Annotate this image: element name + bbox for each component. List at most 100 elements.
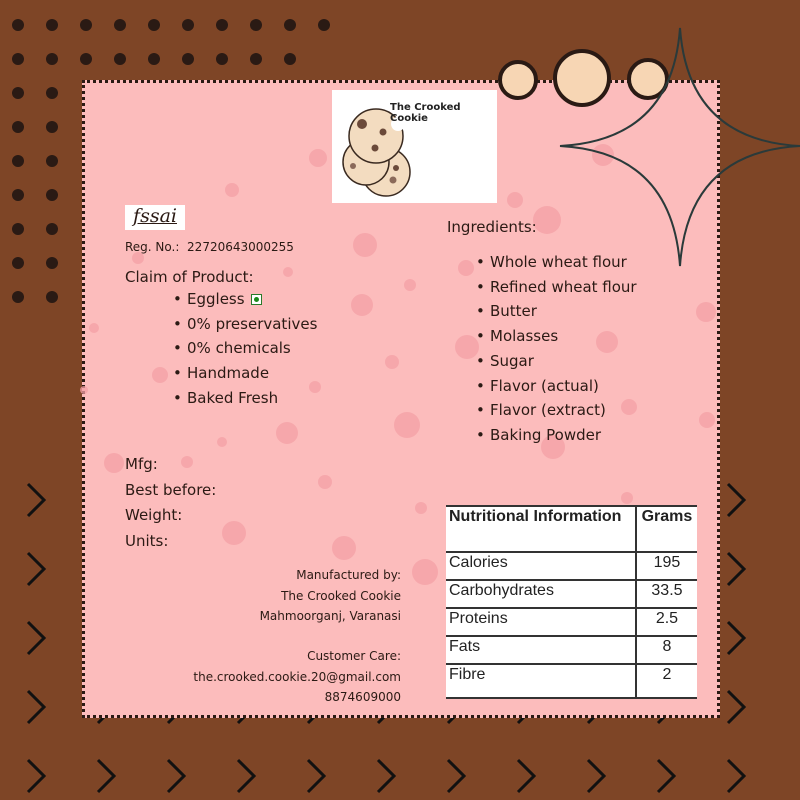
- dot-decoration: [46, 121, 58, 133]
- bubble-decoration: [222, 521, 246, 545]
- dot-decoration: [80, 19, 92, 31]
- table-header: Nutritional Information Grams: [446, 505, 697, 552]
- claim-item: Eggless: [173, 287, 317, 312]
- units-label: Units:: [125, 531, 169, 550]
- dot-decoration: [216, 19, 228, 31]
- dot-decoration: [284, 53, 296, 65]
- manufacturer-address: Mahmoorganj, Varanasi: [259, 609, 401, 623]
- dot-decoration: [12, 121, 24, 133]
- dot-decoration: [182, 19, 194, 31]
- bubble-decoration: [415, 502, 427, 514]
- dot-decoration: [12, 257, 24, 269]
- chevron-decoration: [236, 758, 257, 794]
- claim-item: Baked Fresh: [173, 386, 317, 411]
- chevron-decoration: [166, 758, 187, 794]
- ingredient-item: Sugar: [476, 349, 637, 374]
- brand-name: The Crooked Cookie: [390, 102, 461, 124]
- dot-decoration: [114, 19, 126, 31]
- best-before-label: Best before:: [125, 480, 217, 499]
- chevron-decoration: [726, 482, 747, 518]
- dot-decoration: [12, 53, 24, 65]
- bubble-decoration: [699, 412, 715, 428]
- weight-label: Weight:: [125, 506, 183, 524]
- bubble-decoration: [351, 294, 373, 316]
- dot-decoration: [284, 19, 296, 31]
- bubble-decoration: [458, 260, 474, 276]
- claim-item: 0% preservatives: [173, 312, 317, 337]
- claim-item: Handmade: [173, 361, 317, 386]
- care-email[interactable]: the.crooked.cookie.20@gmail.com: [193, 669, 401, 684]
- bubble-decoration: [225, 183, 239, 197]
- dot-decoration: [80, 53, 92, 65]
- cookie-icon: [342, 108, 411, 197]
- bubble-decoration: [332, 536, 356, 560]
- ingredient-item: Butter: [476, 299, 637, 324]
- ingredient-item: Whole wheat flour: [476, 250, 637, 275]
- care-phone: 8874609000: [324, 690, 401, 704]
- bubble-decoration: [621, 492, 633, 504]
- manufacturer-name: The Crooked Cookie: [281, 588, 401, 603]
- dot-decoration: [12, 155, 24, 167]
- table-row: Proteins 2.5: [446, 607, 697, 636]
- dot-decoration: [46, 155, 58, 167]
- bubble-decoration: [217, 437, 227, 447]
- brand-logo: The Crooked Cookie: [332, 90, 497, 203]
- chevron-decoration: [96, 758, 117, 794]
- dot-decoration: [114, 53, 126, 65]
- chevron-decoration: [726, 620, 747, 656]
- product-meta: Mfg: Best before: Weight: Units:: [125, 452, 216, 554]
- manufacturer-info: Manufactured by: The Crooked Cookie Mahm…: [260, 565, 401, 627]
- dot-decoration: [46, 291, 58, 303]
- ingredients-list: Whole wheat flour Refined wheat flour Bu…: [476, 250, 637, 448]
- bubble-decoration: [89, 323, 99, 333]
- dot-decoration: [250, 19, 262, 31]
- chevron-decoration: [26, 758, 47, 794]
- dot-decoration: [46, 189, 58, 201]
- bubble-decoration: [385, 355, 399, 369]
- chevron-decoration: [376, 758, 397, 794]
- bubble-decoration: [318, 475, 332, 489]
- table-row: Carbohydrates 33.5: [446, 579, 697, 608]
- dot-decoration: [148, 53, 160, 65]
- dot-decoration: [250, 53, 262, 65]
- claims-list: Eggless 0% preservatives 0% chemicals Ha…: [173, 287, 317, 411]
- chevron-decoration: [516, 758, 537, 794]
- chevron-decoration: [446, 758, 467, 794]
- customer-care: Customer Care: the.crooked.cookie.20@gma…: [193, 646, 401, 708]
- chevron-decoration: [726, 689, 747, 725]
- dot-decoration: [46, 257, 58, 269]
- dot-decoration: [46, 87, 58, 99]
- dot-decoration: [148, 19, 160, 31]
- dot-decoration: [12, 87, 24, 99]
- fssai-logo: fssai: [125, 205, 185, 230]
- manufacturer-label: Manufactured by:: [296, 568, 401, 582]
- bubble-decoration: [353, 233, 377, 257]
- ingredient-item: Flavor (actual): [476, 374, 637, 399]
- chevron-decoration: [26, 551, 47, 587]
- chevron-decoration: [656, 758, 677, 794]
- dot-decoration: [12, 19, 24, 31]
- table-row: Calories 195: [446, 551, 697, 580]
- dot-decoration: [46, 19, 58, 31]
- bubble-decoration: [309, 149, 327, 167]
- ingredient-item: Flavor (extract): [476, 398, 637, 423]
- bubble-decoration: [132, 252, 144, 264]
- care-label: Customer Care:: [307, 649, 401, 663]
- dot-decoration: [12, 291, 24, 303]
- dot-decoration: [318, 19, 330, 31]
- table-row: Fibre 2: [446, 663, 697, 699]
- reg-label: Reg. No.:: [125, 240, 180, 254]
- bubble-decoration: [455, 335, 479, 359]
- ingredient-item: Baking Powder: [476, 423, 637, 448]
- bubble-decoration: [412, 559, 438, 585]
- chevron-decoration: [726, 551, 747, 587]
- ingredient-item: Molasses: [476, 324, 637, 349]
- claim-item: 0% chemicals: [173, 336, 317, 361]
- chevron-decoration: [26, 620, 47, 656]
- bubble-decoration: [533, 206, 561, 234]
- bubble-decoration: [276, 422, 298, 444]
- chevron-decoration: [306, 758, 327, 794]
- bubble-decoration: [104, 453, 124, 473]
- chevron-decoration: [726, 758, 747, 794]
- dot-decoration: [12, 223, 24, 235]
